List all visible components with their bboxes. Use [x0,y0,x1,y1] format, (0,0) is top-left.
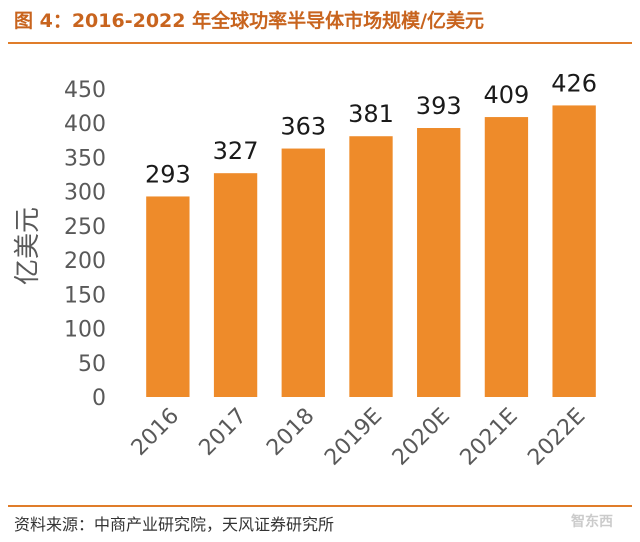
bar-2020E [417,128,461,397]
bar-2017 [213,173,258,397]
x-tick-label: 2018 [262,404,319,461]
y-tick-label: 350 [64,146,106,171]
bar-2018 [281,148,325,397]
watermark-logo: 智东西 [571,514,613,530]
bar-2022E [552,105,596,397]
source-note: 资料来源：中商产业研究院，天风证券研究所 [14,515,335,534]
y-tick-label: 450 [64,78,106,103]
y-tick-label: 150 [64,283,106,308]
title-divider [8,42,632,44]
x-axis-ticks: 2016 2017 2018 2019E 2020E 2021E 2022E [127,404,591,471]
bar-2019E [349,136,393,397]
y-tick-label: 0 [92,386,106,411]
y-axis-ticks: 0 50 100 150 200 250 300 350 400 450 [64,78,106,411]
data-label-2016: 293 [145,160,191,188]
data-label-2018: 363 [280,113,326,141]
bar-chart: 亿美元 0 50 100 150 200 250 300 350 400 450 293 327 36… [13,69,597,471]
bar-2021E [484,117,529,397]
y-tick-label: 250 [64,215,106,240]
figure-title: 图 4：2016-2022 年全球功率半导体市场规模/亿美元 [14,10,485,32]
footer-divider [8,505,632,507]
bar-2016 [146,196,190,397]
y-tick-label: 100 [64,318,106,343]
y-tick-label: 200 [64,249,106,274]
data-label-2020E: 393 [416,92,462,120]
data-label-2021E: 409 [484,81,530,109]
y-tick-label: 400 [64,112,106,137]
x-tick-label: 2016 [127,404,184,461]
y-tick-label: 50 [78,352,106,377]
bars [146,105,596,397]
x-tick-label: 2022E [523,404,590,471]
data-label-2022E: 426 [551,69,597,97]
y-axis-label: 亿美元 [13,207,43,285]
x-tick-label: 2020E [388,404,455,471]
x-tick-label: 2021E [456,404,523,471]
x-tick-label: 2017 [195,404,252,461]
data-label-2017: 327 [213,137,259,165]
y-tick-label: 300 [64,181,106,206]
data-label-2019E: 381 [348,100,394,128]
data-labels: 293 327 363 381 393 409 426 [145,69,597,188]
x-tick-label: 2019E [320,404,387,471]
